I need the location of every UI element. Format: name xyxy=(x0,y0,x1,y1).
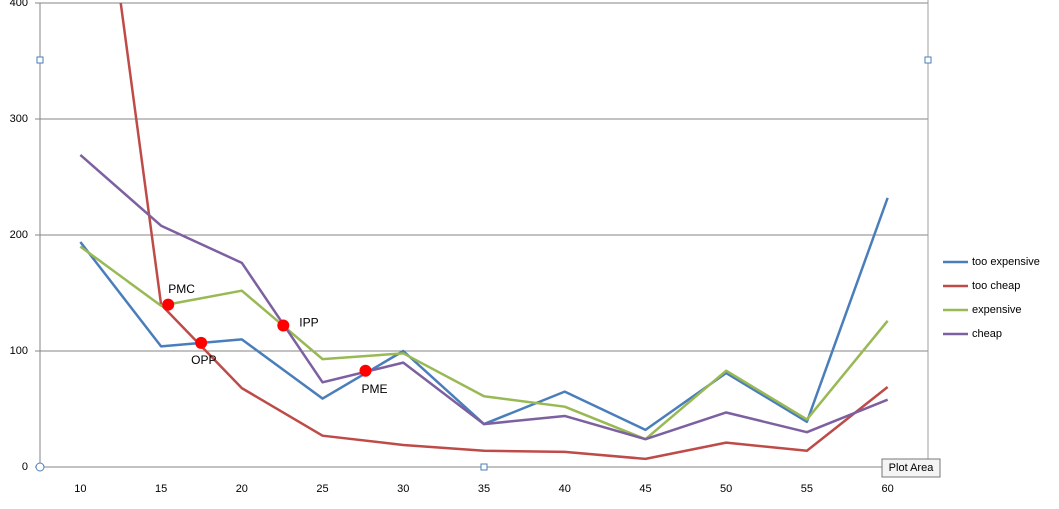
tooltip-box xyxy=(881,458,941,478)
y-tick-label: 400 xyxy=(10,0,28,9)
legend-label: expensive xyxy=(972,304,1022,316)
x-tick-label: 55 xyxy=(801,483,813,495)
x-tick-label: 60 xyxy=(882,483,894,495)
marker-label: PMC xyxy=(168,282,195,296)
legend-label: too cheap xyxy=(972,280,1020,292)
y-tick-label: 0 xyxy=(22,461,28,473)
tooltip-text: Plot Area xyxy=(889,462,935,474)
series-lines xyxy=(79,3,889,461)
x-tick-label: 10 xyxy=(74,483,86,495)
marker-label: PME xyxy=(361,382,387,396)
legend-label: too expensive xyxy=(972,256,1040,268)
x-tick-label: 30 xyxy=(397,483,409,495)
x-tick-label: 20 xyxy=(236,483,248,495)
x-tick-label: 35 xyxy=(478,483,490,495)
x-tick-label: 25 xyxy=(316,483,328,495)
selection-handle[interactable] xyxy=(924,56,932,64)
x-tick-label: 45 xyxy=(639,483,651,495)
markers: PMC OPP IPP PME xyxy=(162,282,388,396)
x-tick-label: 15 xyxy=(155,483,167,495)
selection-handle[interactable] xyxy=(480,463,488,471)
y-tick-label: 100 xyxy=(10,345,28,357)
grid xyxy=(35,2,928,468)
series-line xyxy=(119,3,889,461)
marker-label: OPP xyxy=(191,353,216,367)
selection-handle[interactable] xyxy=(36,56,44,64)
y-tick-label: 300 xyxy=(10,113,28,125)
tooltip: Plot Area xyxy=(881,458,941,478)
marker-point xyxy=(359,364,372,377)
legend: too expensive too cheap expensive cheap xyxy=(943,256,1040,340)
selection-handle[interactable] xyxy=(35,462,45,472)
series-line xyxy=(79,154,889,441)
series-line xyxy=(79,245,889,441)
marker-point xyxy=(277,319,290,332)
legend-label: cheap xyxy=(972,328,1002,340)
x-tick-label: 40 xyxy=(559,483,571,495)
marker-point xyxy=(195,336,208,349)
y-tick-label: 200 xyxy=(10,229,28,241)
x-tick-label: 50 xyxy=(720,483,732,495)
marker-point xyxy=(162,298,175,311)
marker-label: IPP xyxy=(299,316,318,330)
